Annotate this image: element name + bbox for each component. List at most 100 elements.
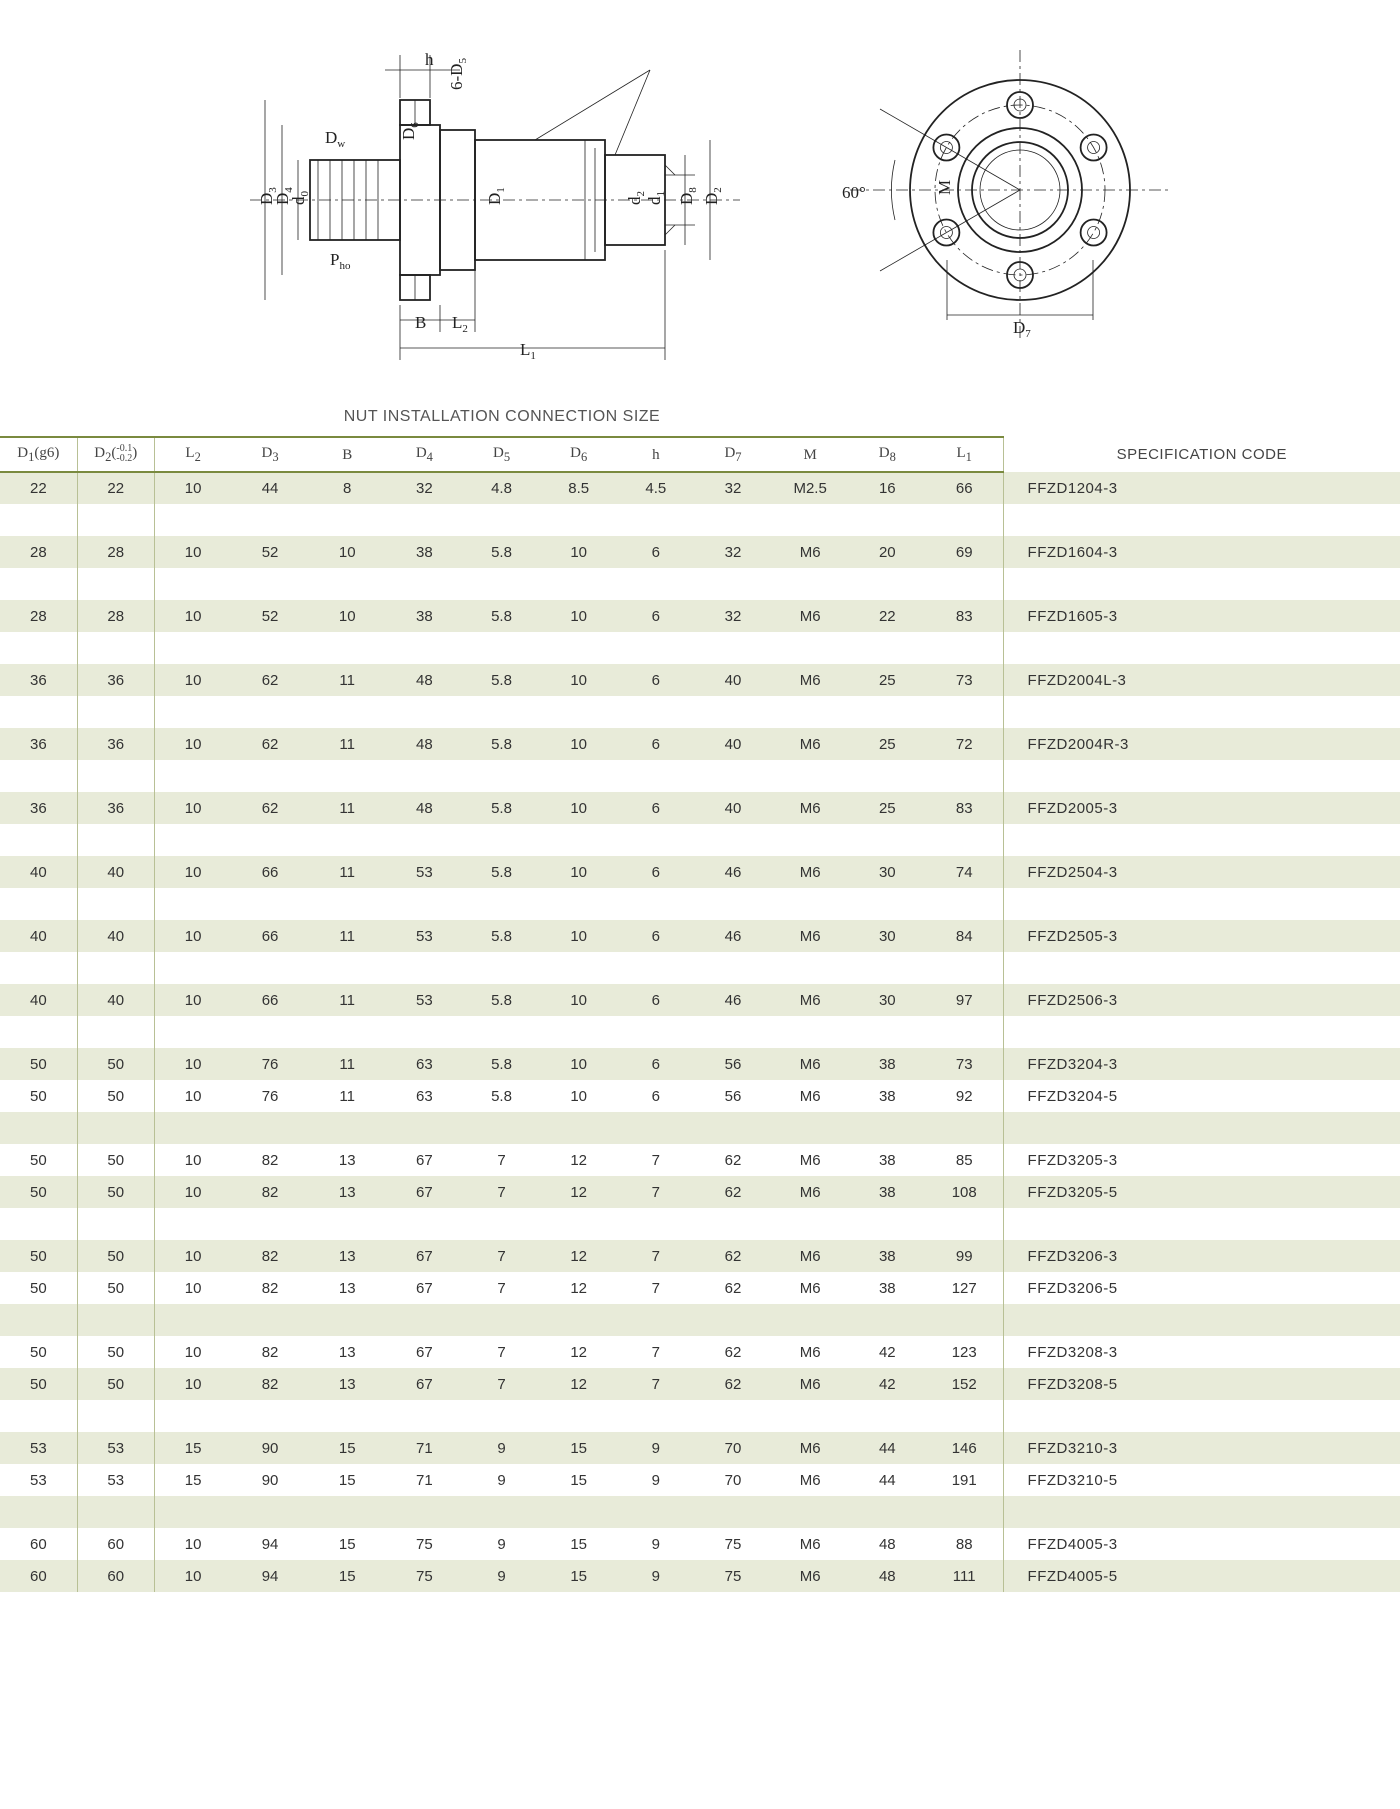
cell: 11: [309, 856, 386, 888]
cell: M6: [772, 1048, 849, 1080]
spec-code-cell: FFZD4005-5: [1003, 1560, 1400, 1592]
cell: [386, 1208, 463, 1240]
cell: [694, 760, 771, 792]
cell: [849, 760, 926, 792]
cell: 38: [386, 600, 463, 632]
cell: 50: [77, 1240, 154, 1272]
cell: [309, 1208, 386, 1240]
svg-text:Pho: Pho: [330, 250, 351, 272]
cell: [463, 1400, 540, 1432]
cell: [154, 568, 231, 600]
col-header-L2: L2: [154, 437, 231, 472]
cell: [154, 1496, 231, 1528]
col-header-D5: D5: [463, 437, 540, 472]
cell: 52: [231, 600, 308, 632]
cell: 12: [540, 1272, 617, 1304]
svg-text:M: M: [935, 180, 954, 195]
cell: 53: [0, 1432, 77, 1464]
cell: 30: [849, 920, 926, 952]
spec-code-cell: [1003, 504, 1400, 536]
cell: 15: [309, 1560, 386, 1592]
cell: 10: [540, 664, 617, 696]
cell: 191: [926, 1464, 1003, 1496]
cell: [77, 1496, 154, 1528]
cell: [0, 760, 77, 792]
cell: [926, 568, 1003, 600]
cell: [463, 1112, 540, 1144]
cell: [463, 1208, 540, 1240]
cell: 32: [386, 472, 463, 504]
table-row: 3636106211485.810640M62573FFZD2004L-3: [0, 664, 1400, 696]
cell: 7: [617, 1272, 694, 1304]
svg-text:B: B: [415, 313, 426, 332]
cell: [772, 1112, 849, 1144]
cell: [926, 632, 1003, 664]
cell: [231, 568, 308, 600]
cell: 50: [77, 1048, 154, 1080]
cell: [540, 760, 617, 792]
cell: M6: [772, 1144, 849, 1176]
cell: [0, 1016, 77, 1048]
cell: 9: [617, 1528, 694, 1560]
spec-code-cell: [1003, 760, 1400, 792]
cell: [231, 1208, 308, 1240]
cell: [540, 1208, 617, 1240]
cell: 15: [540, 1464, 617, 1496]
cell: 11: [309, 792, 386, 824]
cell: 71: [386, 1432, 463, 1464]
cell: 53: [386, 856, 463, 888]
cell: [926, 504, 1003, 536]
cell: 50: [0, 1368, 77, 1400]
cell: [231, 696, 308, 728]
cell: 5.8: [463, 536, 540, 568]
cell: 70: [694, 1432, 771, 1464]
cell: 50: [0, 1272, 77, 1304]
cell: [617, 1112, 694, 1144]
cell: 67: [386, 1368, 463, 1400]
cell: 11: [309, 664, 386, 696]
cell: 10: [540, 856, 617, 888]
cell: [694, 1304, 771, 1336]
cell: [231, 1304, 308, 1336]
cell: M2.5: [772, 472, 849, 504]
spec-code-cell: FFZD3206-5: [1003, 1272, 1400, 1304]
cell: 13: [309, 1176, 386, 1208]
cell: [926, 1208, 1003, 1240]
cell: [77, 1208, 154, 1240]
cell: [309, 952, 386, 984]
cell: 60: [0, 1560, 77, 1592]
cell: [309, 1016, 386, 1048]
cell: [540, 824, 617, 856]
cell: [694, 696, 771, 728]
cell: 62: [694, 1240, 771, 1272]
cell: 10: [154, 1272, 231, 1304]
cell: [849, 1016, 926, 1048]
cell: [617, 1208, 694, 1240]
cell: 40: [694, 792, 771, 824]
cell: 32: [694, 472, 771, 504]
table-row: [0, 952, 1400, 984]
cell: 53: [386, 984, 463, 1016]
cell: [772, 824, 849, 856]
cell: 10: [154, 1368, 231, 1400]
cell: [617, 888, 694, 920]
cell: [540, 696, 617, 728]
cell: 5.8: [463, 1080, 540, 1112]
cell: 63: [386, 1048, 463, 1080]
cell: [694, 952, 771, 984]
cell: [540, 1304, 617, 1336]
cell: 94: [231, 1528, 308, 1560]
cell: [386, 824, 463, 856]
cell: [540, 1112, 617, 1144]
table-row: [0, 1016, 1400, 1048]
cell: 15: [309, 1528, 386, 1560]
cell: 5.8: [463, 1048, 540, 1080]
cell: [463, 696, 540, 728]
cell: 13: [309, 1144, 386, 1176]
cell: 6: [617, 792, 694, 824]
col-header-spec-code: SPECIFICATION CODE: [1003, 437, 1400, 472]
cell: [540, 632, 617, 664]
cell: 40: [0, 984, 77, 1016]
svg-text:d1: d1: [645, 191, 667, 205]
cell: 6: [617, 1048, 694, 1080]
